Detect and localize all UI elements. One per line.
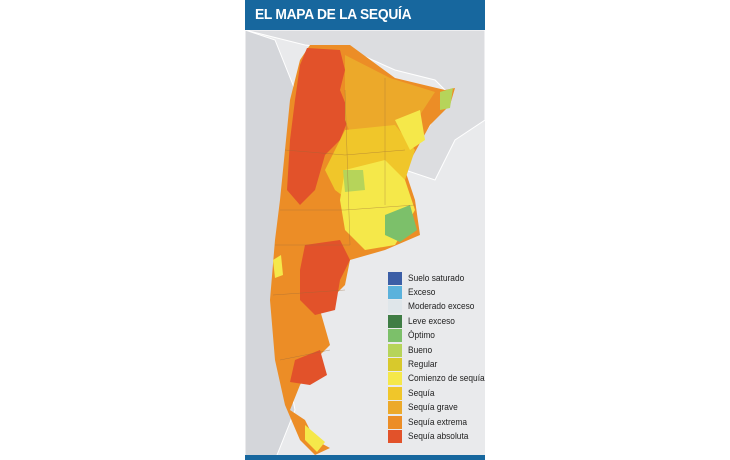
title-bar: EL MAPA DE LA SEQUÍA	[245, 0, 485, 30]
legend-swatch	[388, 401, 402, 415]
legend-label: Óptimo	[408, 330, 435, 342]
legend-label: Moderado exceso	[408, 301, 475, 313]
legend-swatch	[388, 329, 402, 343]
drought-map-panel: EL MAPA DE LA SEQUÍA Suelo saturado Exces…	[245, 0, 485, 460]
legend-item: Comienzo de sequía	[388, 372, 485, 386]
legend-item: Sequía extrema	[388, 415, 485, 429]
argentina-drought-map	[245, 30, 485, 460]
legend-item: Sequía grave	[388, 401, 485, 415]
legend-item: Sequía	[388, 386, 485, 400]
bottom-bar	[245, 455, 485, 460]
legend-swatch	[388, 386, 402, 400]
legend-item: Óptimo	[388, 329, 485, 343]
legend-label: Sequía absoluta	[408, 430, 469, 442]
legend-swatch	[388, 314, 402, 328]
legend-label: Sequía	[408, 387, 435, 399]
legend-item: Exceso	[388, 285, 485, 300]
legend-label: Bueno	[408, 344, 433, 356]
legend-item: Moderado exceso	[388, 300, 485, 314]
province-borders	[272, 78, 416, 361]
drought-zones	[273, 48, 453, 452]
legend-swatch	[388, 415, 402, 429]
legend-label: Comienzo de sequía	[408, 373, 485, 385]
legend-label: Suelo saturado	[408, 272, 465, 284]
legend-item: Suelo saturado	[388, 271, 485, 285]
map-title: EL MAPA DE LA SEQUÍA	[255, 6, 412, 23]
legend-item: Bueno	[388, 343, 485, 357]
legend-label: Sequía extrema	[408, 416, 468, 428]
legend-label: Sequía grave	[408, 402, 458, 414]
legend-label: Leve exceso	[408, 315, 455, 327]
legend-swatch	[388, 358, 402, 372]
legend-item: Sequía absoluta	[388, 429, 485, 443]
legend-swatch	[388, 429, 402, 443]
legend-swatch	[388, 300, 402, 314]
legend-swatch	[388, 271, 402, 285]
legend-label: Exceso	[408, 287, 436, 299]
legend-swatch	[388, 343, 402, 357]
legend-swatch	[388, 286, 402, 300]
map-legend: Suelo saturado Exceso Moderado exceso Leve …	[388, 271, 485, 444]
legend-item: Leve exceso	[388, 314, 485, 328]
legend-label: Regular	[408, 359, 438, 371]
legend-item: Regular	[388, 357, 485, 372]
legend-swatch	[388, 372, 402, 386]
